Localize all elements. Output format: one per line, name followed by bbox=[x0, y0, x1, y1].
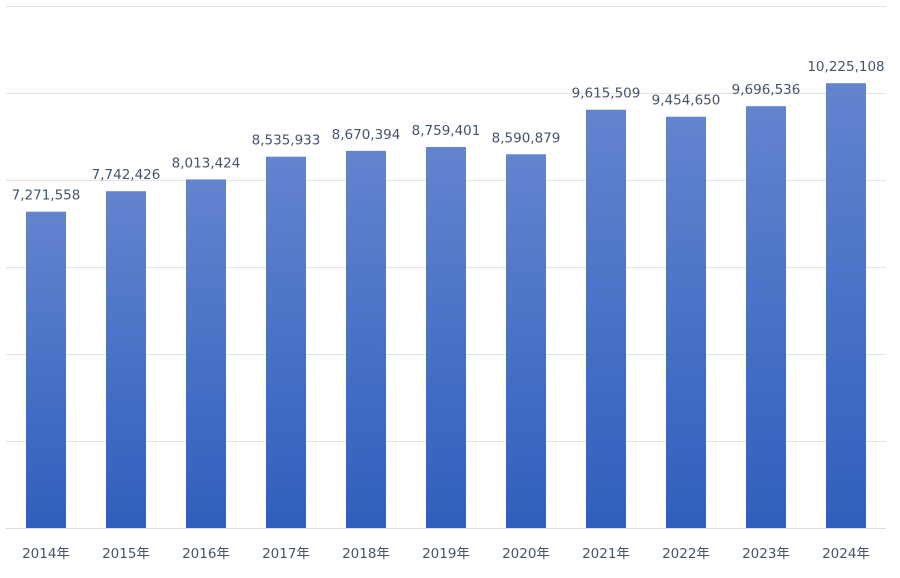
bar-2018年 bbox=[346, 150, 386, 528]
x-tick-label: 2024年 bbox=[822, 546, 870, 562]
x-tick-label: 2020年 bbox=[502, 546, 550, 562]
data-label: 10,225,108 bbox=[807, 59, 884, 75]
bar-2021年 bbox=[586, 109, 626, 529]
bar-2024年 bbox=[826, 83, 866, 529]
data-labels: 7,271,558 7,742,426 8,013,424 8,535,933 8,67… bbox=[12, 59, 885, 203]
data-label: 9,454,650 bbox=[652, 93, 721, 109]
x-tick-label: 2014年 bbox=[22, 546, 70, 562]
data-label: 7,742,426 bbox=[92, 167, 161, 183]
x-tick-label: 2016年 bbox=[182, 546, 230, 562]
bar-2014年 bbox=[26, 211, 66, 528]
bar-2015年 bbox=[106, 191, 146, 528]
x-tick-label: 2018年 bbox=[342, 546, 390, 562]
bar-2023年 bbox=[746, 106, 786, 528]
x-tick-label: 2022年 bbox=[662, 546, 710, 562]
data-label: 8,013,424 bbox=[172, 155, 241, 171]
bar-2022年 bbox=[666, 116, 706, 529]
bar-2017年 bbox=[266, 156, 306, 528]
data-label: 8,590,879 bbox=[492, 130, 561, 146]
data-label: 9,696,536 bbox=[732, 82, 801, 98]
x-tick-label: 2021年 bbox=[582, 546, 630, 562]
x-tick-label: 2023年 bbox=[742, 546, 790, 562]
data-label: 7,271,558 bbox=[12, 188, 81, 204]
x-tick-label: 2015年 bbox=[102, 546, 150, 562]
x-axis-tick-labels: 2014年 2015年 2016年 2017年 2018年 2019年 2020年 2021年… bbox=[22, 546, 870, 562]
data-label: 8,535,933 bbox=[252, 133, 321, 149]
data-label: 8,759,401 bbox=[412, 123, 481, 139]
x-tick-label: 2019年 bbox=[422, 546, 470, 562]
bar-2020年 bbox=[506, 154, 546, 529]
bar-2019年 bbox=[426, 146, 466, 528]
data-label: 8,670,394 bbox=[332, 127, 401, 143]
x-tick-label: 2017年 bbox=[262, 546, 310, 562]
data-label: 9,615,509 bbox=[572, 86, 641, 102]
bar-2016年 bbox=[186, 179, 226, 528]
bars bbox=[26, 83, 866, 529]
